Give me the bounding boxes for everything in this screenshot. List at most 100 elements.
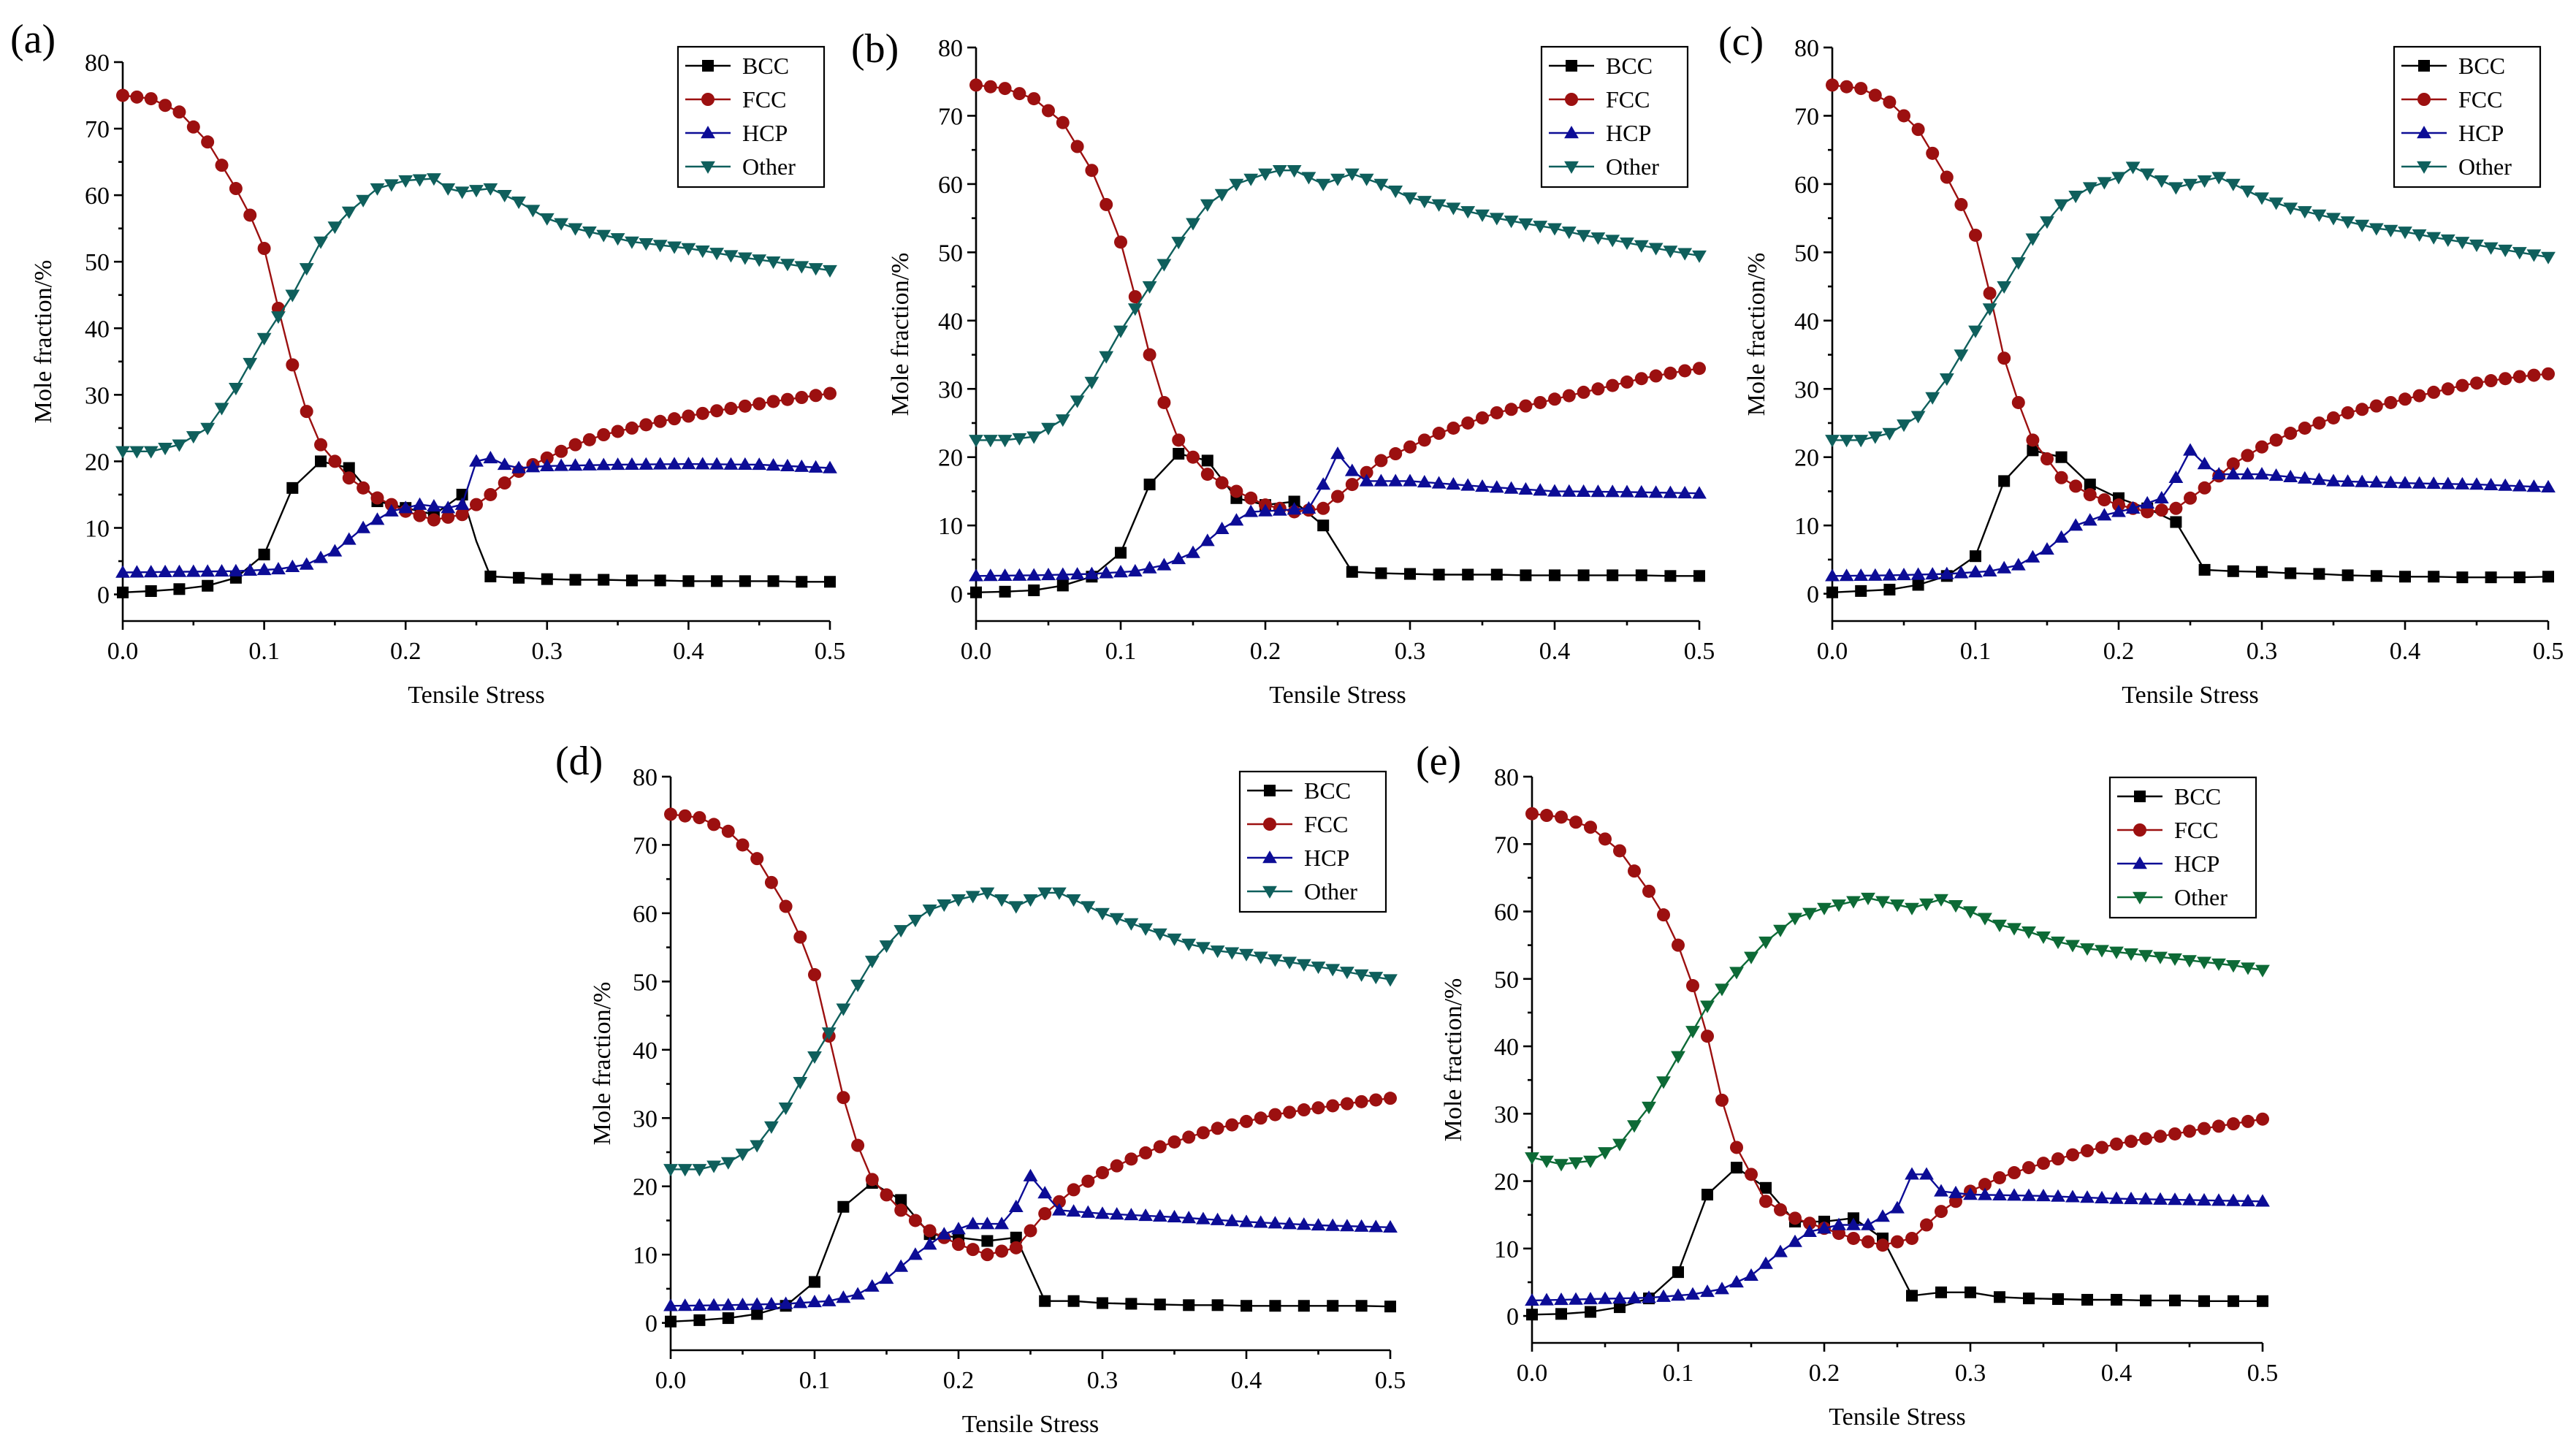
point-fcc [1997,351,2011,365]
y-tick-label: 70 [1794,103,1819,130]
x-axis-title: Tensile Stress [1269,682,1406,709]
point-hcp [1518,481,1533,495]
point-hcp [2124,1192,2138,1205]
point-bcc [2513,571,2526,584]
point-other [1832,899,1846,913]
point-other [1853,435,1869,448]
point-other [1359,173,1374,186]
point-other [200,422,216,435]
point-other [341,206,357,219]
point-fcc [130,90,144,104]
point-hcp [735,1297,750,1311]
y-tick-label: 20 [85,449,110,476]
point-hcp [723,457,739,470]
point-other [158,443,172,456]
point-hcp [1992,1187,2007,1200]
point-other [299,263,314,276]
point-other [1685,1026,1700,1039]
point-other [1095,907,1110,921]
point-other [1963,906,1978,919]
point-bcc [598,574,610,586]
y-tick-label: 60 [1494,899,1519,926]
point-other [823,264,837,278]
point-other [2225,178,2241,191]
point-hcp [2255,1194,2270,1207]
legend-marker [701,126,715,139]
point-other [2297,206,2312,219]
point-hcp [893,1259,909,1272]
point-fcc [2470,376,2483,390]
y-axis-title: Mole fraction/% [887,253,914,416]
point-hcp [1627,1290,1642,1303]
point-fcc [2284,427,2298,441]
point-bcc [2169,1294,2181,1306]
point-bcc [2198,563,2211,576]
point-bcc [1056,579,1069,592]
y-tick-label: 50 [938,240,963,267]
point-fcc [2255,440,2268,454]
point-fcc [1167,1135,1181,1149]
point-hcp [1475,479,1490,492]
point-hcp [1968,565,1983,578]
point-bcc [1097,1297,1108,1309]
point-hcp [356,520,371,533]
point-other [1316,178,1331,191]
point-bcc [809,1276,820,1288]
point-hcp [497,457,512,471]
point-bcc [2023,1292,2035,1305]
point-hcp [1268,1216,1283,1229]
point-bcc [1241,1300,1252,1312]
point-other [2197,175,2212,189]
point-fcc [1432,427,1446,441]
series-other [115,173,837,459]
point-fcc [809,389,823,403]
point-hcp [1590,484,1606,498]
point-fcc [2022,1161,2035,1175]
point-hcp [1489,480,1504,493]
point-fcc [2484,374,2498,388]
point-hcp [1127,563,1143,576]
x-tick-label: 0.2 [1809,1360,1840,1387]
point-other [1417,196,1432,209]
point-fcc [1110,1159,1124,1173]
point-other [228,383,243,396]
point-fcc [1847,1231,1860,1245]
point-hcp [1287,502,1302,515]
legend-marker [2133,823,2146,837]
legend-marker [1564,161,1579,174]
point-hcp [681,457,696,470]
point-other [1905,902,1919,915]
point-hcp [2268,468,2284,481]
y-tick-label: 30 [1494,1101,1519,1128]
point-hcp [1561,484,1577,497]
point-fcc [1911,123,1925,137]
point-other [720,1157,736,1170]
point-hcp [511,460,526,473]
y-tick-label: 60 [1794,172,1819,199]
point-hcp [1124,1208,1139,1221]
point-other [1561,226,1577,240]
point-other [1200,199,1215,212]
point-other [1489,213,1504,226]
point-fcc [1085,164,1099,178]
point-fcc [1326,1099,1340,1113]
point-other [1919,898,1934,911]
x-tick-label: 0.0 [107,638,139,665]
point-hcp [1576,484,1591,498]
point-other [2025,233,2040,246]
y-tick-label: 10 [633,1242,658,1269]
point-other [1460,206,1476,219]
point-other [778,1103,793,1116]
point-fcc [1230,484,1243,498]
point-other [1196,942,1211,955]
point-hcp [200,564,216,577]
point-fcc [1642,884,1655,898]
point-fcc [159,99,172,113]
point-fcc [1519,399,1533,413]
point-other [2440,234,2455,247]
point-hcp [2054,530,2069,543]
point-hcp [2340,474,2355,487]
point-other [1861,892,1875,905]
point-other [596,229,611,243]
point-other [2369,223,2384,236]
